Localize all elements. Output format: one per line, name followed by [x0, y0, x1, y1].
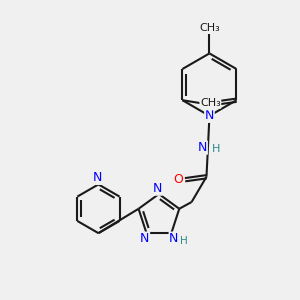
- Text: O: O: [204, 97, 214, 110]
- Text: N: N: [93, 171, 103, 184]
- Text: H: H: [212, 143, 220, 154]
- Text: N: N: [198, 141, 207, 154]
- Text: N: N: [169, 232, 178, 245]
- Text: H: H: [180, 236, 188, 246]
- Text: CH₃: CH₃: [199, 22, 220, 32]
- Text: N: N: [153, 182, 162, 195]
- Text: O: O: [174, 173, 184, 186]
- Text: N: N: [205, 109, 214, 122]
- Text: CH₃: CH₃: [200, 98, 221, 108]
- Text: N: N: [140, 232, 149, 245]
